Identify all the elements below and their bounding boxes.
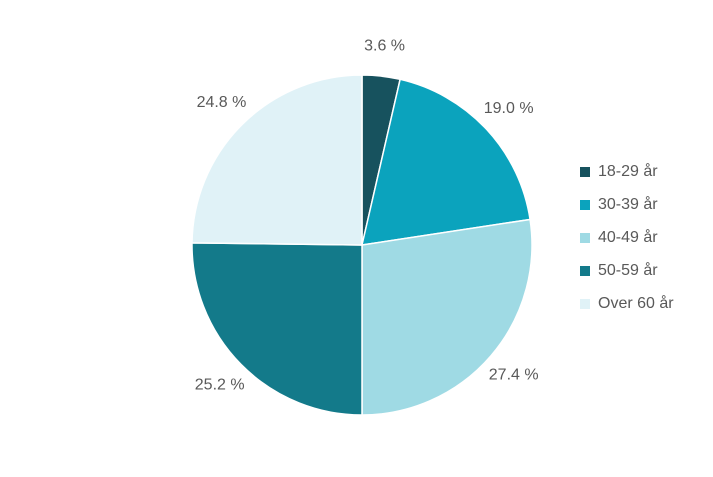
legend-swatch	[580, 233, 590, 243]
legend-swatch	[580, 200, 590, 210]
data-label: 24.8 %	[197, 94, 247, 111]
legend-swatch	[580, 299, 590, 309]
pie-slice	[361, 218, 533, 416]
legend-swatch	[580, 266, 590, 276]
legend-swatch	[580, 167, 590, 177]
pie-slice	[191, 242, 363, 416]
legend-label: 50-59 år	[598, 261, 658, 279]
data-label: 3.6 %	[364, 37, 405, 54]
pie-slice	[361, 78, 531, 246]
pie-slice	[191, 74, 363, 246]
legend-label: 30-39 år	[598, 195, 658, 213]
legend-label: Over 60 år	[598, 294, 674, 312]
data-label: 27.4 %	[489, 367, 539, 384]
data-label: 19.0 %	[484, 100, 534, 117]
data-label: 25.2 %	[195, 377, 245, 394]
legend-label: 40-49 år	[598, 228, 658, 246]
legend-label: 18-29 år	[598, 162, 658, 180]
